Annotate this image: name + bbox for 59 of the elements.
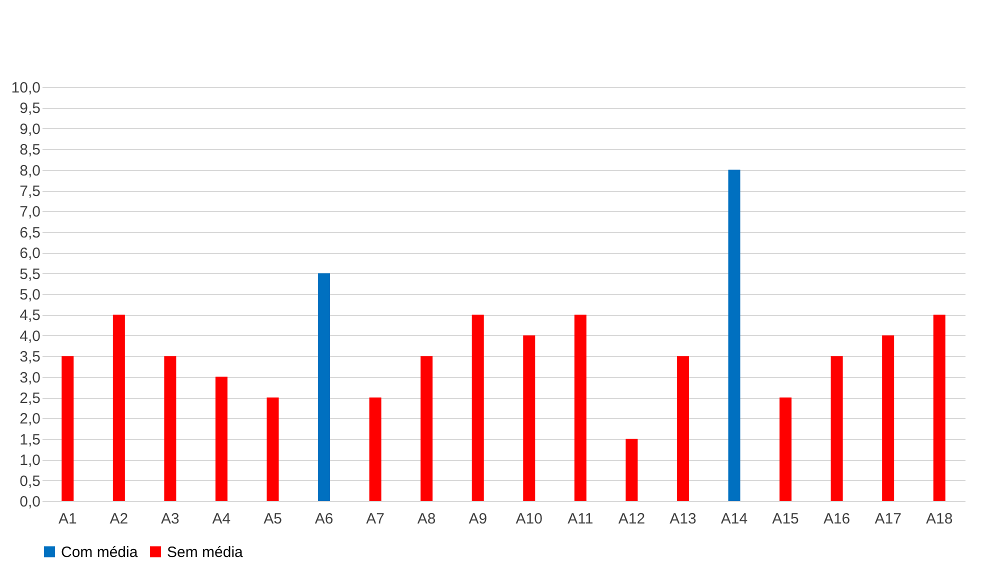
bar [266, 398, 279, 501]
x-tick-label: A10 [516, 510, 542, 528]
bar [830, 356, 843, 501]
y-tick-label: 3,0 [20, 369, 40, 386]
x-tick-label: A1 [58, 510, 77, 528]
y-tick-label: 9,0 [20, 120, 40, 138]
bar [420, 356, 433, 501]
y-tick-label: 1,0 [20, 452, 40, 470]
x-tick-label: A3 [161, 510, 180, 528]
legend-label: Sem média [167, 544, 244, 561]
bar [369, 398, 382, 501]
x-tick-label: A14 [720, 510, 748, 528]
bar [933, 314, 946, 501]
x-tick-label: A11 [568, 510, 594, 528]
y-tick-label: 4,0 [20, 328, 40, 345]
x-tick-label: A9 [468, 510, 488, 528]
y-tick-label: 2,0 [20, 410, 40, 428]
bar [676, 356, 689, 501]
bar [318, 273, 330, 501]
x-tick-label: A12 [618, 510, 646, 528]
y-tick-label: 6,0 [20, 245, 40, 262]
legend-label: Com média [61, 544, 138, 561]
bar [215, 376, 228, 501]
x-tick-label: A18 [926, 510, 953, 528]
y-tick-label: 7,0 [20, 204, 40, 221]
y-tick-label: 0,0 [20, 494, 40, 510]
y-tick-label: 3,5 [20, 348, 40, 366]
y-tick-label: 8,5 [20, 142, 40, 159]
x-tick-label: A6 [314, 510, 334, 528]
x-tick-label: A5 [264, 510, 282, 528]
x-tick-label: A16 [823, 510, 850, 528]
x-tick-label: A2 [110, 510, 128, 528]
bar [472, 314, 484, 501]
bar [164, 356, 176, 501]
bar [780, 398, 792, 501]
y-tick-label: 0,5 [20, 472, 40, 490]
bar [62, 356, 74, 501]
bar [626, 438, 638, 501]
bar [112, 314, 125, 501]
y-tick-label: 8,0 [20, 162, 40, 180]
x-tick-label: A7 [366, 510, 384, 528]
y-tick-label: 2,5 [20, 390, 40, 407]
x-tick-label: A4 [212, 510, 231, 528]
x-tick-label: A15 [772, 510, 799, 528]
y-tick-label: 10,0 [11, 80, 40, 96]
y-tick-label: 9,5 [20, 100, 40, 118]
bar [523, 335, 536, 501]
y-tick-label: 6,5 [20, 224, 40, 242]
bar [574, 314, 586, 501]
x-tick-label: A13 [670, 510, 696, 528]
bar [882, 335, 894, 501]
y-tick-label: 4,5 [20, 307, 40, 324]
y-tick-label: 7,5 [20, 183, 40, 200]
y-tick-label: 5,5 [20, 266, 40, 283]
y-tick-label: 1,5 [20, 431, 40, 448]
x-tick-label: A8 [417, 510, 436, 528]
y-tick-label: 5,0 [20, 286, 40, 304]
x-tick-label: A17 [874, 510, 902, 528]
bar [728, 170, 740, 501]
